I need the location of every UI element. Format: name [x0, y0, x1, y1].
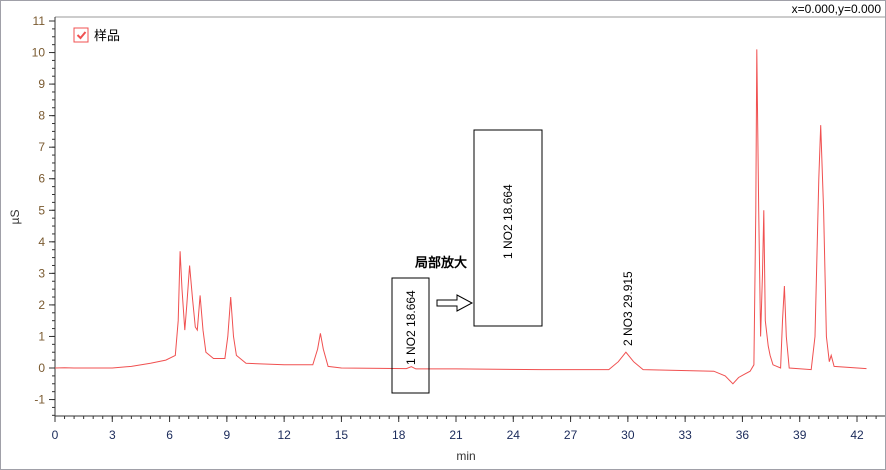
x-tick-label: 33: [678, 428, 692, 442]
check-icon: [76, 31, 87, 40]
y-tick-label: 5: [38, 203, 45, 217]
x-tick-label: 36: [736, 428, 750, 442]
annotation-no2: 1 NO2 18.664: [404, 290, 418, 365]
x-tick-label: 12: [277, 428, 291, 442]
legend-item[interactable]: 样品: [73, 27, 120, 43]
x-tick-label: 9: [224, 428, 231, 442]
y-tick-label: 9: [38, 77, 45, 91]
x-tick-label: 18: [392, 428, 406, 442]
x-tick-label: 27: [564, 428, 578, 442]
coord-readout: x=0.000,y=0.000: [792, 2, 882, 16]
x-tick-label: 21: [449, 428, 463, 442]
y-axis-label: µS: [8, 210, 22, 225]
inset-box: [473, 129, 543, 327]
legend-checkbox[interactable]: [73, 27, 89, 43]
legend-label: 样品: [94, 28, 120, 43]
y-tick-label: 4: [38, 235, 45, 249]
y-tick-label: 0: [38, 361, 45, 375]
y-tick-label: 1: [38, 329, 45, 343]
y-tick-label: 8: [38, 109, 45, 123]
x-tick-label: 6: [166, 428, 173, 442]
arrow-icon: [436, 294, 474, 312]
x-axis-label: min: [456, 449, 475, 463]
x-tick-label: 42: [850, 428, 864, 442]
y-tick-label: 2: [38, 298, 45, 312]
inset-label: 局部放大: [415, 255, 467, 270]
x-tick-label: 3: [109, 428, 116, 442]
x-tick-label: 39: [793, 428, 807, 442]
x-tick-label: 30: [621, 428, 635, 442]
y-tick-label: 7: [38, 140, 45, 154]
x-tick-label: 15: [335, 428, 349, 442]
y-tick-label: 11: [33, 14, 46, 28]
annotation-no3: 2 NO3 29.915: [621, 271, 635, 346]
y-tick-label: 6: [38, 172, 45, 186]
y-tick-label: 10: [32, 46, 46, 60]
x-tick-label: 24: [507, 428, 521, 442]
y-tick-label: 3: [38, 266, 45, 280]
series-line-sample: [54, 49, 867, 385]
x-tick-label: 0: [52, 428, 59, 442]
zoom-source-box: [391, 277, 430, 394]
inset-peak-label: 1 NO2 18.664: [501, 184, 515, 259]
y-tick-label: -1: [34, 393, 45, 407]
